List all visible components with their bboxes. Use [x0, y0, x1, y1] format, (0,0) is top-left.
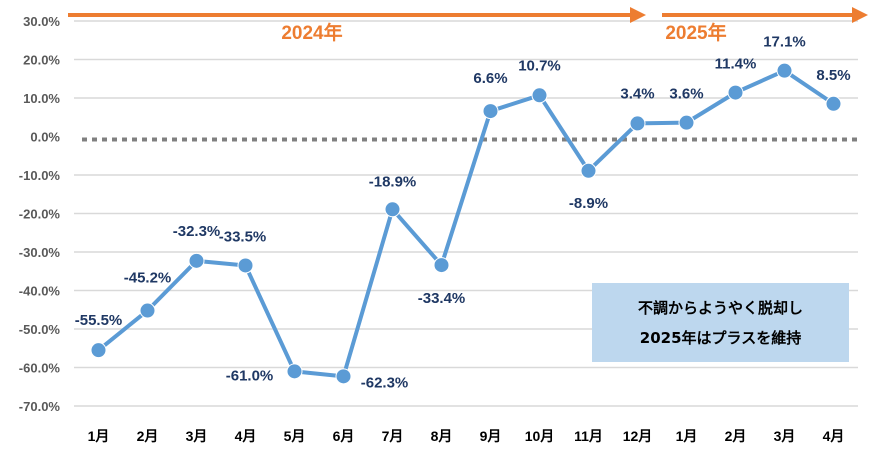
- x-tick-label: 2月: [725, 428, 747, 444]
- year-label: 2025年: [665, 21, 726, 44]
- x-tick-label: 11月: [574, 428, 603, 444]
- x-tick-label: 7月: [382, 428, 404, 444]
- y-tick-label: -60.0%: [19, 361, 61, 376]
- data-point: [776, 62, 793, 79]
- x-tick-label: 3月: [774, 428, 796, 444]
- data-label: -45.2%: [124, 270, 172, 287]
- data-point: [531, 87, 548, 104]
- data-point: [727, 84, 744, 101]
- data-point: [188, 252, 205, 269]
- data-label: -62.3%: [361, 374, 409, 391]
- data-label: -61.0%: [226, 367, 274, 384]
- y-tick-label: 30.0%: [23, 14, 60, 29]
- x-tick-label: 10月: [525, 428, 555, 444]
- data-label: -33.5%: [219, 228, 267, 245]
- y-tick-label: 10.0%: [23, 91, 60, 106]
- x-tick-label: 4月: [823, 428, 845, 444]
- data-point: [482, 103, 499, 120]
- data-label: 3.4%: [620, 85, 654, 102]
- data-label: 3.6%: [669, 86, 703, 103]
- data-label: -8.9%: [569, 195, 608, 212]
- data-label: -33.4%: [418, 290, 466, 307]
- y-tick-label: -40.0%: [19, 284, 61, 299]
- x-tick-label: 1月: [676, 428, 698, 444]
- data-label: -32.3%: [173, 223, 221, 240]
- x-tick-label: 3月: [186, 428, 208, 444]
- x-tick-label: 9月: [480, 428, 502, 444]
- data-point: [384, 201, 401, 218]
- y-tick-label: 0.0%: [30, 130, 60, 145]
- data-point: [139, 302, 156, 319]
- x-tick-label: 6月: [333, 428, 355, 444]
- y-tick-label: -20.0%: [19, 207, 61, 222]
- x-tick-label: 4月: [235, 428, 257, 444]
- data-point: [629, 115, 646, 132]
- annotation-box: 不調からようやく脱却し 2025年はプラスを維持: [592, 283, 849, 362]
- x-tick-label: 1月: [88, 428, 110, 444]
- data-label: 11.4%: [715, 56, 757, 73]
- year-label: 2024年: [281, 21, 342, 44]
- annotation-line-1: 不調からようやく脱却し: [637, 298, 803, 317]
- data-point: [678, 114, 695, 131]
- data-label: -18.9%: [369, 173, 417, 190]
- data-point: [825, 95, 842, 112]
- x-tick-label: 5月: [284, 428, 306, 444]
- data-label: 10.7%: [518, 57, 561, 74]
- data-point: [237, 257, 254, 274]
- y-tick-label: -30.0%: [19, 245, 61, 260]
- data-label: 6.6%: [473, 70, 507, 87]
- data-point: [335, 368, 352, 385]
- x-tick-label: 12月: [623, 428, 653, 444]
- x-tick-label: 8月: [431, 428, 453, 444]
- y-tick-label: -50.0%: [19, 322, 61, 337]
- data-label: 8.5%: [816, 67, 850, 84]
- x-tick-label: 2月: [137, 428, 159, 444]
- y-tick-label: 20.0%: [23, 53, 60, 68]
- data-point: [433, 257, 450, 274]
- data-label: -55.5%: [75, 312, 123, 329]
- series-line: [97, 68, 835, 379]
- y-tick-label: -70.0%: [19, 399, 61, 414]
- y-tick-label: -10.0%: [19, 168, 61, 183]
- data-label: 17.1%: [763, 34, 806, 51]
- annotation-line-2: 2025年はプラスを維持: [639, 328, 802, 347]
- data-point: [286, 363, 303, 380]
- data-point: [580, 162, 597, 179]
- data-point: [90, 342, 107, 359]
